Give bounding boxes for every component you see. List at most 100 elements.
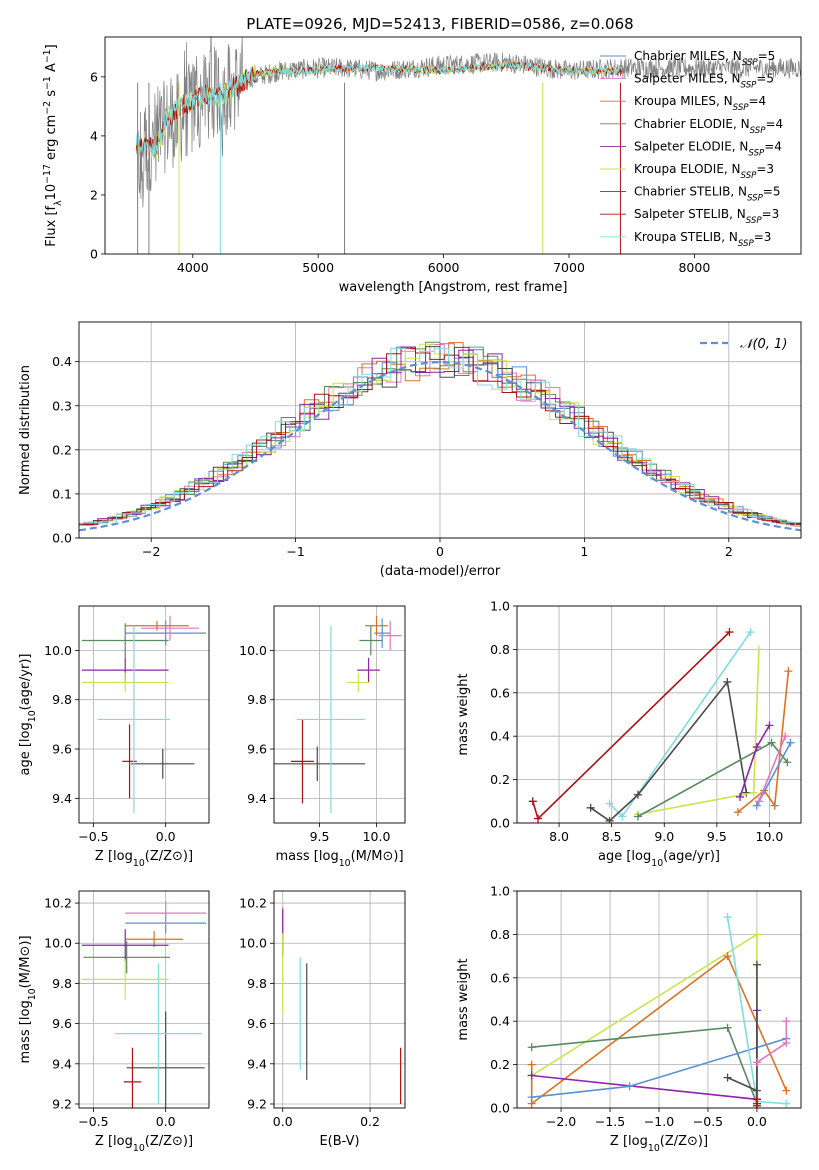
data-point	[97, 625, 170, 814]
weight-marker	[752, 930, 761, 939]
y-tick-label: 0.6	[490, 685, 510, 700]
spectrum-ylabel: Flux [fλ10−17 erg cm−2 s−1 A−1]	[42, 44, 64, 246]
weight_vs_age-frame	[516, 605, 802, 824]
y-tick-label: 9.8	[52, 976, 72, 991]
residuals-frame	[78, 321, 802, 539]
data-point	[357, 657, 380, 683]
x-tick-label: 10.0	[363, 829, 391, 844]
age_vs_Z-xlabel: Z [log10(Z/Z⊙)]	[95, 849, 193, 869]
weight-marker	[534, 814, 543, 823]
x-tick-label: 0.0	[156, 1114, 176, 1129]
weight-marker	[527, 1043, 536, 1052]
data-point	[122, 724, 137, 799]
x-tick-label: −0.5	[78, 1114, 108, 1129]
y-tick-label: 0	[90, 247, 98, 262]
x-tick-label: 1	[580, 544, 588, 559]
y-tick-label: 4	[90, 128, 98, 143]
weight-line	[532, 631, 731, 821]
age_vs_Z-ylabel: age [log10(age/yr)]	[18, 654, 38, 776]
mass_vs_Z-frame	[78, 890, 210, 1109]
weight-line	[756, 742, 792, 806]
weight-marker	[752, 1058, 761, 1067]
data-point	[123, 1047, 142, 1108]
y-tick-label: 9.6	[247, 742, 267, 757]
weight-marker	[752, 960, 761, 969]
data-point	[83, 941, 170, 974]
x-tick-label: 6000	[428, 260, 460, 275]
y-tick-label: 9.4	[247, 1056, 267, 1071]
x-tick-label: 4000	[177, 260, 209, 275]
weight-marker	[781, 732, 790, 741]
weight-marker	[633, 790, 642, 799]
weight-marker	[752, 743, 761, 752]
age_vs_mass-frame	[273, 605, 406, 824]
histogram-salpeter_elodie	[83, 346, 801, 525]
weight-marker	[528, 797, 537, 806]
y-tick-label: 0.8	[490, 927, 510, 942]
y-tick-label: 9.4	[52, 1056, 72, 1071]
legend-label: Kroupa MILES, NSSP=4	[634, 94, 766, 113]
weight-marker	[752, 1086, 761, 1095]
y-tick-label: 10.0	[44, 643, 72, 658]
legend-label: 𝒩(0, 1)	[740, 337, 787, 352]
x-tick-label: 8000	[678, 260, 710, 275]
y-tick-label: 9.8	[247, 692, 267, 707]
data-point	[125, 931, 183, 948]
legend-label: Salpeter MILES, NSSP=5	[634, 72, 774, 91]
weight_vs_Z-frame	[516, 890, 802, 1109]
weight-line	[737, 671, 790, 813]
y-tick-label: 0.4	[52, 354, 72, 369]
y-tick-label: 9.6	[52, 1016, 72, 1031]
weight-line	[531, 1026, 758, 1104]
data-point	[125, 620, 189, 631]
data-point	[296, 625, 366, 814]
histogram-salpeter_stelib	[83, 347, 801, 525]
weight-marker	[723, 913, 732, 922]
legend-label: Chabrier ELODIE, NSSP=4	[634, 117, 783, 136]
y-tick-label: 1.0	[490, 599, 510, 614]
x-tick-label: 9.5	[707, 829, 727, 844]
x-tick-label: −0.5	[78, 829, 108, 844]
histogram-kroupa_stelib	[87, 348, 801, 527]
data-point	[378, 620, 402, 651]
data-point	[141, 615, 199, 641]
data-point	[81, 672, 169, 693]
weight-marker	[723, 952, 732, 961]
y-tick-label: 0.2	[52, 442, 72, 457]
y-tick-label: 0.1	[52, 486, 72, 501]
weight_vs_Z-xlabel: Z [log10(Z/Z⊙)]	[610, 1134, 708, 1154]
y-tick-label: 9.8	[247, 976, 267, 991]
mass_vs_Z-axes: −0.5 0.0 9.2 9.4 9.6 9.8 10.0 10.2	[44, 891, 209, 1129]
residuals-xlabel: (data-model)/error	[380, 564, 501, 579]
y-tick-label: 10.2	[239, 896, 267, 911]
data-point	[125, 620, 207, 646]
weight-marker	[618, 812, 627, 821]
x-tick-label: 10.0	[756, 829, 784, 844]
weight-marker	[527, 1071, 536, 1080]
weight-marker	[767, 738, 776, 747]
weight-marker	[784, 667, 793, 676]
x-tick-label: −0.5	[693, 1114, 723, 1129]
weight-marker	[786, 738, 795, 747]
weight-marker	[527, 1093, 536, 1102]
weight-marker	[733, 808, 742, 817]
weight-line	[758, 735, 786, 802]
x-tick-label: −1	[286, 544, 304, 559]
y-tick-label: 0.0	[52, 531, 72, 546]
weight-marker	[586, 803, 595, 812]
weight-marker	[723, 1073, 732, 1082]
y-tick-label: 9.8	[52, 692, 72, 707]
x-tick-label: 0.2	[360, 1114, 380, 1129]
x-tick-label: −2.0	[546, 1114, 576, 1129]
x-tick-label: 5000	[302, 260, 334, 275]
weight-line	[637, 649, 760, 816]
weight-marker	[782, 1086, 791, 1095]
y-tick-label: 0.6	[490, 970, 510, 985]
weight-marker	[625, 1082, 634, 1091]
y-tick-label: 9.4	[52, 791, 72, 806]
weight-marker	[723, 1023, 732, 1032]
x-tick-label: −1.5	[595, 1114, 625, 1129]
y-tick-label: 10.0	[239, 936, 267, 951]
x-tick-label: 2	[725, 544, 733, 559]
weight-marker	[725, 628, 734, 637]
